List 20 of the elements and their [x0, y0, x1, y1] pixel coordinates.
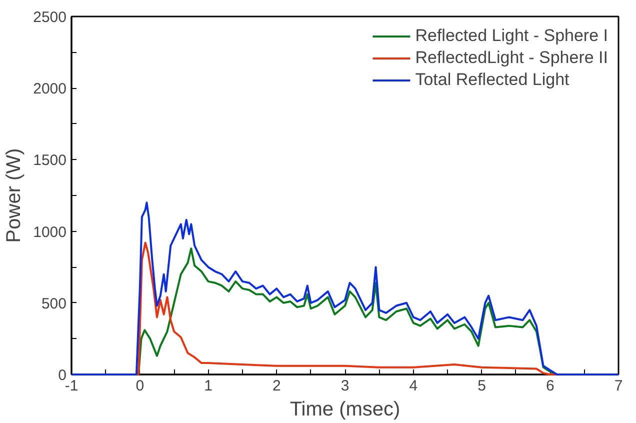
x-tick-label: -1 [64, 378, 78, 394]
x-tick-label: 2 [272, 378, 281, 394]
x-tick-label: 6 [546, 378, 554, 394]
legend-label: Reflected Light - Sphere I [415, 26, 608, 46]
x-axis-title: Time (msec) [290, 398, 400, 420]
y-tick-label: 0 [58, 367, 66, 384]
y-tick-label: 1500 [33, 152, 67, 170]
y-tick-label: 1000 [33, 224, 67, 241]
y-tick-label: 2000 [33, 80, 67, 98]
x-tick-label: 7 [614, 378, 623, 394]
legend-label: ReflectedLight - Sphere II [415, 48, 608, 68]
legend-label: Total Reflected Light [415, 70, 570, 90]
x-tick-label: 4 [409, 378, 418, 394]
y-axis-title: Power (W) [3, 148, 26, 243]
y-tick-label: 500 [41, 295, 67, 312]
x-tick-label: 5 [478, 378, 486, 394]
x-tick-label: 1 [204, 378, 212, 394]
y-tick-label: 2500 [33, 9, 67, 26]
x-tick-label: 0 [136, 378, 144, 394]
x-tick-label: 3 [340, 378, 350, 394]
